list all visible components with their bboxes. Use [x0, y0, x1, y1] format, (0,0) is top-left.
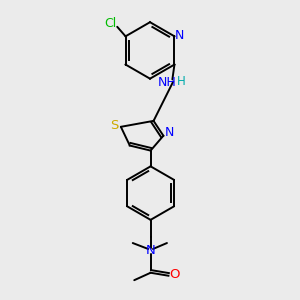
Text: N: N — [146, 244, 155, 257]
Text: H: H — [177, 75, 186, 88]
Text: Cl: Cl — [105, 17, 117, 30]
Text: N: N — [165, 126, 174, 139]
Text: N: N — [175, 29, 184, 42]
Text: O: O — [169, 268, 180, 281]
Text: NH: NH — [158, 76, 177, 89]
Text: S: S — [110, 118, 118, 131]
